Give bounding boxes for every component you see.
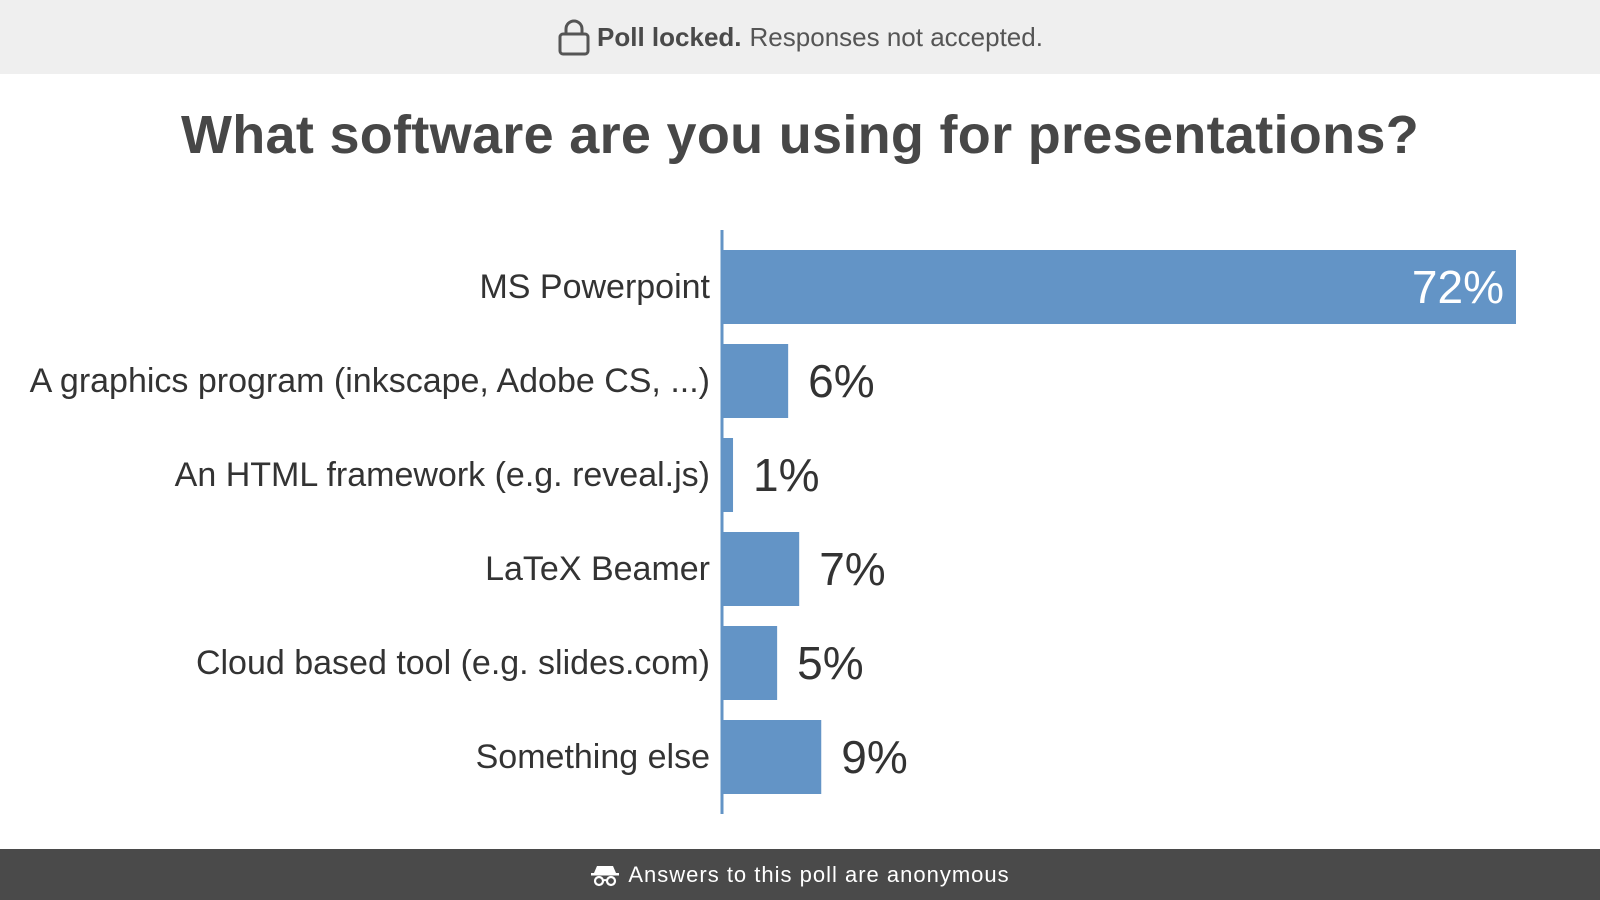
- incognito-icon: [590, 863, 620, 887]
- value-label: 5%: [797, 637, 863, 689]
- category-label: Something else: [476, 738, 710, 776]
- anonymous-footer-text: Answers to this poll are anonymous: [628, 861, 1010, 887]
- value-label: 7%: [819, 543, 885, 595]
- result-bar: [722, 720, 822, 794]
- category-label: Cloud based tool (e.g. slides.com): [196, 644, 710, 682]
- category-label: MS Powerpoint: [479, 268, 710, 306]
- result-bar: [722, 250, 1516, 324]
- anonymous-footer: Answers to this poll are anonymous: [0, 849, 1600, 900]
- value-label: 9%: [841, 731, 907, 783]
- lock-icon: [557, 18, 591, 56]
- poll-status-text: Responses not accepted.: [749, 21, 1043, 52]
- category-label: An HTML framework (e.g. reveal.js): [175, 456, 710, 494]
- result-bar: [722, 344, 789, 418]
- category-label: LaTeX Beamer: [485, 550, 710, 588]
- results-bar-chart: MS Powerpoint 72% A graphics program (inks…: [30, 230, 1516, 814]
- result-bar: [722, 532, 800, 606]
- category-label: A graphics program (inkscape, Adobe CS, …: [30, 362, 710, 400]
- poll-status-strong: Poll locked.: [597, 21, 742, 52]
- result-bar: [722, 438, 734, 512]
- value-label: 72%: [1412, 261, 1504, 313]
- value-label: 6%: [808, 355, 874, 407]
- result-bar: [722, 626, 778, 700]
- poll-question-title: What software are you using for presenta…: [181, 105, 1419, 165]
- value-label: 1%: [753, 449, 819, 501]
- poll-status-bar: Poll locked. Responses not accepted.: [0, 0, 1600, 74]
